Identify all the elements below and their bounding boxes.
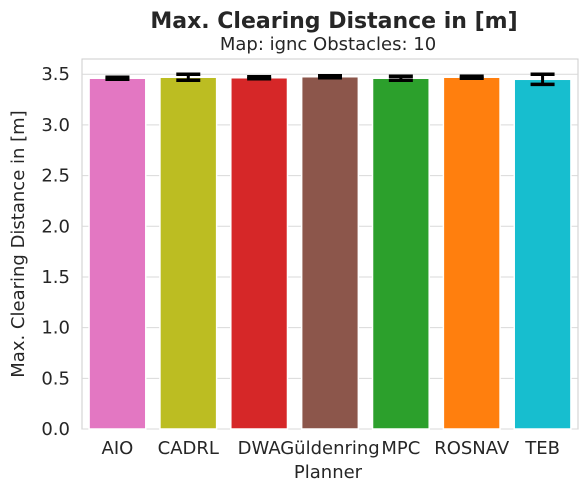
bar-dwa: [230, 77, 289, 430]
error-bar: [530, 72, 555, 87]
y-tick-label: 1.5: [41, 267, 70, 288]
y-tick-label: 3.5: [41, 64, 70, 85]
bar-teb: [513, 78, 572, 430]
x-tick-label: Güldenring: [280, 438, 380, 459]
chart-subtitle: Map: ignc Obstacles: 10: [220, 34, 436, 55]
x-axis-label: Planner: [294, 462, 363, 483]
error-bar: [388, 74, 413, 83]
bars-group: [88, 75, 572, 430]
y-tick-label: 0.0: [41, 419, 70, 440]
error-bar: [176, 72, 201, 83]
bar-g-ldenring: [300, 75, 360, 430]
chart-title: Max. Clearing Distance in [m]: [150, 9, 517, 34]
y-tick-label: 2.0: [41, 216, 70, 237]
x-tick-label: DWA: [238, 438, 282, 459]
error-bar: [105, 75, 130, 82]
bar-cadrl: [159, 76, 218, 430]
bar-aio: [88, 77, 147, 430]
error-bar: [318, 73, 342, 80]
x-tick-label: AIO: [102, 438, 134, 459]
x-tick-label: CADRL: [158, 438, 219, 459]
y-tick-label: 3.0: [41, 115, 70, 136]
bar-rosnav: [442, 76, 501, 430]
y-tick-label: 1.0: [41, 318, 70, 339]
bar-mpc: [371, 77, 430, 430]
y-tick-label: 0.5: [41, 368, 70, 389]
error-bar: [459, 74, 484, 81]
error-bars-group: [105, 72, 555, 87]
x-tick-labels: AIO CADRL DWA Güldenring MPC ROSNAV TEB: [102, 438, 560, 459]
error-bar: [247, 74, 272, 81]
x-tick-label: ROSNAV: [434, 438, 510, 459]
y-tick-label: 2.5: [41, 166, 70, 187]
y-axis-label: Max. Clearing Distance in [m]: [8, 110, 29, 377]
x-tick-label: TEB: [524, 438, 560, 459]
x-tick-label: MPC: [381, 438, 420, 459]
y-tick-labels: 0.0 0.5 1.0 1.5 2.0 2.5 3.0 3.5: [41, 64, 70, 440]
